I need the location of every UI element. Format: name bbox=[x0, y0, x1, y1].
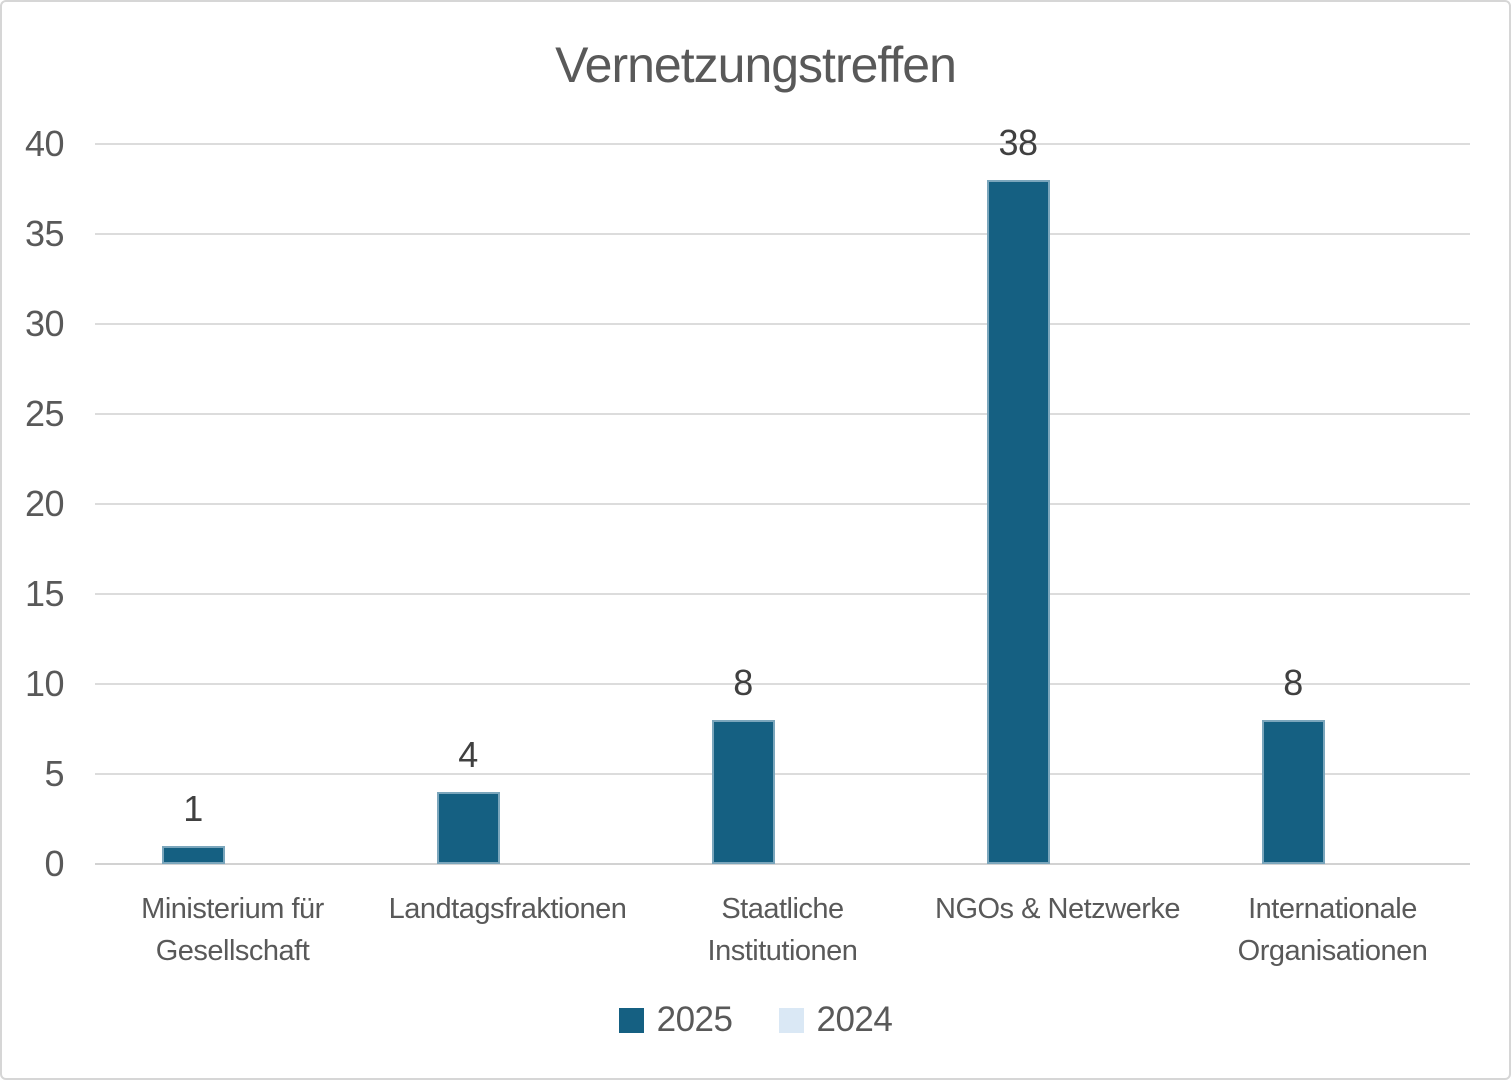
bar-value-label: 8 bbox=[733, 662, 753, 703]
category-label: NGOs & Netzwerke bbox=[935, 893, 1181, 925]
category-label: Staatliche Institutionen bbox=[707, 893, 858, 967]
gridline bbox=[95, 143, 1470, 145]
y-axis-labels: 0 5 10 15 20 25 30 35 40 bbox=[2, 123, 72, 884]
gridline bbox=[95, 593, 1470, 595]
y-axis-tick-label: 0 bbox=[44, 843, 64, 884]
chart-title: Vernetzungstreffen bbox=[555, 37, 957, 93]
legend: 2025 2024 bbox=[2, 1000, 1509, 1040]
bar-2025 bbox=[1261, 720, 1325, 864]
y-axis-tick-label: 35 bbox=[24, 213, 65, 254]
y-axis-tick-label: 5 bbox=[44, 753, 64, 794]
y-axis-tick-label: 40 bbox=[24, 123, 65, 164]
gridline bbox=[95, 323, 1470, 325]
y-axis-tick-label: 10 bbox=[24, 663, 65, 704]
legend-swatch-icon bbox=[618, 1007, 644, 1033]
plot-area: 1 4 8 38 8 bbox=[95, 122, 1470, 865]
category-label: Ministerium für Gesellschaft bbox=[141, 893, 324, 967]
legend-swatch-icon bbox=[778, 1007, 804, 1033]
bar-2025 bbox=[986, 180, 1050, 864]
gridline bbox=[95, 773, 1470, 775]
bar-value-label: 4 bbox=[458, 734, 478, 775]
legend-label: 2025 bbox=[656, 1000, 733, 1039]
x-axis-line bbox=[95, 863, 1470, 865]
gridline bbox=[95, 503, 1470, 505]
y-axis-tick-label: 25 bbox=[24, 393, 65, 434]
bar-value-label: 1 bbox=[183, 788, 203, 829]
gridline bbox=[95, 233, 1470, 235]
legend-label: 2024 bbox=[816, 1000, 893, 1039]
y-axis-tick-label: 15 bbox=[24, 573, 65, 614]
category-label: Internationale Organisationen bbox=[1237, 893, 1428, 967]
bar-value-label: 8 bbox=[1283, 662, 1303, 703]
bar-2025 bbox=[436, 792, 500, 864]
gridline bbox=[95, 683, 1470, 685]
bar-2025 bbox=[161, 846, 225, 864]
y-axis-tick-label: 30 bbox=[24, 303, 65, 344]
legend-item-2025: 2025 bbox=[618, 1000, 733, 1040]
bar-2025 bbox=[711, 720, 775, 864]
x-axis-labels: Ministerium für Gesellschaft Landtagsfrak… bbox=[95, 888, 1470, 988]
bar-value-label: 38 bbox=[998, 122, 1038, 163]
category-label: Landtagsfraktionen bbox=[388, 893, 627, 925]
legend-item-2024: 2024 bbox=[778, 1000, 893, 1040]
gridline bbox=[95, 413, 1470, 415]
y-axis-tick-label: 20 bbox=[24, 483, 65, 524]
